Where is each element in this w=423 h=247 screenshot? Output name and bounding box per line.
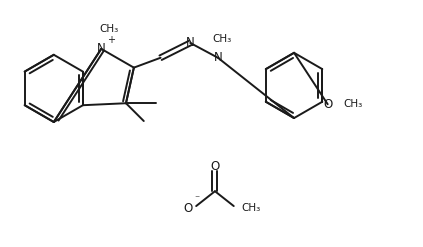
Text: O: O bbox=[323, 98, 332, 111]
Text: CH₃: CH₃ bbox=[212, 34, 231, 44]
Text: N: N bbox=[214, 51, 222, 64]
Text: O: O bbox=[183, 202, 192, 215]
Text: N: N bbox=[186, 36, 195, 49]
Text: CH₃: CH₃ bbox=[343, 99, 363, 109]
Text: CH₃: CH₃ bbox=[242, 203, 261, 213]
Text: +: + bbox=[107, 35, 115, 45]
Text: CH₃: CH₃ bbox=[99, 24, 119, 34]
Text: O: O bbox=[210, 160, 220, 173]
Text: N: N bbox=[97, 42, 106, 55]
Text: ⁻: ⁻ bbox=[194, 194, 199, 204]
